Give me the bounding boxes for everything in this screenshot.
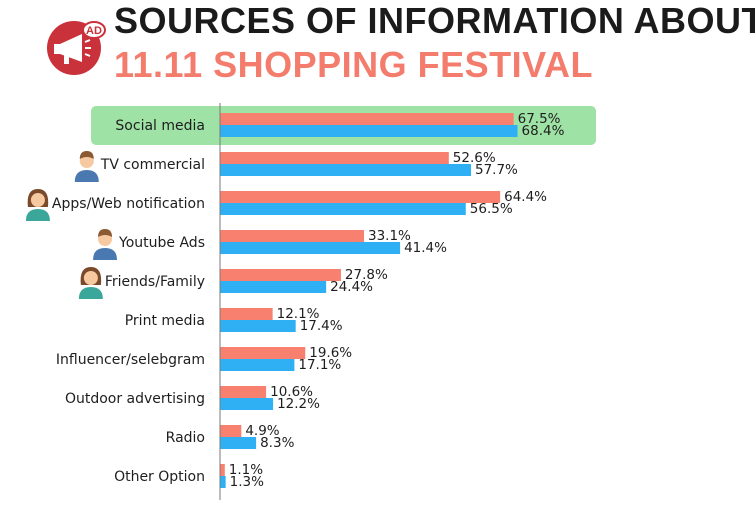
- chart-title-line2: 11.11 SHOPPING FESTIVAL: [114, 44, 593, 85]
- bar-series1: [220, 230, 364, 242]
- data-label: 52.6%: [453, 150, 496, 166]
- chart-title-line1: SOURCES OF INFORMATION ABOUT: [114, 0, 755, 41]
- bar-series1: [220, 113, 514, 125]
- megaphone-logo-icon: AD: [47, 21, 106, 75]
- data-label: 17.1%: [298, 357, 341, 373]
- bar-series1: [220, 269, 341, 281]
- bar-series2: [220, 476, 226, 488]
- bar-series1: [220, 464, 225, 476]
- data-label: 8.3%: [260, 435, 294, 451]
- bar-series2: [220, 203, 466, 215]
- bar-series2: [220, 242, 401, 254]
- bar-series2: [220, 437, 257, 449]
- female-avatar-icon: [25, 189, 50, 221]
- category-label: Youtube Ads: [118, 235, 205, 251]
- bar-series2: [220, 320, 296, 332]
- male-avatar-icon: [74, 151, 99, 182]
- data-label: 27.8%: [345, 267, 388, 283]
- data-label: 57.7%: [475, 162, 518, 178]
- bar-series2: [220, 125, 518, 137]
- bar-series2: [220, 359, 295, 371]
- category-label: Outdoor advertising: [65, 391, 205, 407]
- category-label: Friends/Family: [105, 274, 205, 290]
- data-label: 12.1%: [277, 306, 320, 322]
- female-avatar-icon: [78, 267, 103, 299]
- bar-series2: [220, 281, 327, 293]
- data-label: 33.1%: [368, 228, 411, 244]
- category-label: Apps/Web notification: [52, 196, 205, 212]
- category-label: Other Option: [114, 469, 205, 485]
- male-avatar-icon: [93, 229, 118, 260]
- bar-series2: [220, 164, 471, 176]
- data-label: 1.1%: [229, 462, 263, 478]
- data-label: 64.4%: [504, 189, 547, 205]
- logo-text: AD: [86, 25, 102, 37]
- bar-series1: [220, 347, 306, 359]
- bar-series1: [220, 308, 273, 320]
- bar-series2: [220, 398, 274, 410]
- data-label: 12.2%: [277, 396, 320, 412]
- data-label: 1.3%: [230, 474, 264, 490]
- category-label: Social media: [115, 118, 205, 134]
- data-label: 68.4%: [522, 123, 565, 139]
- bar-series1: [220, 152, 449, 164]
- data-label: 19.6%: [309, 345, 352, 361]
- data-label: 4.9%: [245, 423, 279, 439]
- category-label: TV commercial: [100, 157, 205, 173]
- data-label: 56.5%: [470, 201, 513, 217]
- data-label: 41.4%: [404, 240, 447, 256]
- category-label: Radio: [166, 430, 205, 446]
- bar-series1: [220, 191, 501, 203]
- data-label: 24.4%: [330, 279, 373, 295]
- bar-series1: [220, 425, 242, 437]
- bar-series1: [220, 386, 267, 398]
- category-label: Print media: [125, 313, 205, 329]
- category-label: Influencer/selebgram: [56, 352, 205, 368]
- data-label: 10.6%: [270, 384, 313, 400]
- data-label: 67.5%: [518, 111, 561, 127]
- data-label: 17.4%: [300, 318, 343, 334]
